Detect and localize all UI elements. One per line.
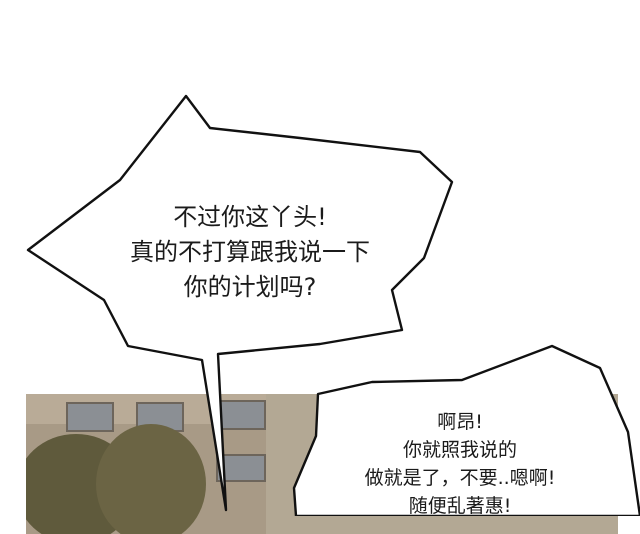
dialogue-line: 你的计划吗? [183,273,317,301]
speech-bubble-1 [26,94,454,512]
dialogue-line: 真的不打算跟我说一下 [130,238,370,266]
dialogue-line: 你就照我说的 [402,439,517,461]
dialogue-line: 啊昂! [437,411,483,433]
building-window [66,402,114,432]
building-window [216,400,266,430]
dialogue-line: 做就是了，不要..嗯啊! [364,467,556,489]
dialogue-line: 随便乱著惠! [408,495,512,517]
speech-bubbles [26,94,640,516]
speech-bubble-2 [292,344,640,516]
speech-bubble-2-text: 啊昂! 你就照我说的 做就是了，不要..嗯啊! 随便乱著惠! [320,408,600,520]
speech-bubble-1-text: 不过你这丫头! 真的不打算跟我说一下 你的计划吗? [60,200,440,305]
dialogue-line: 不过你这丫头! [173,203,327,231]
